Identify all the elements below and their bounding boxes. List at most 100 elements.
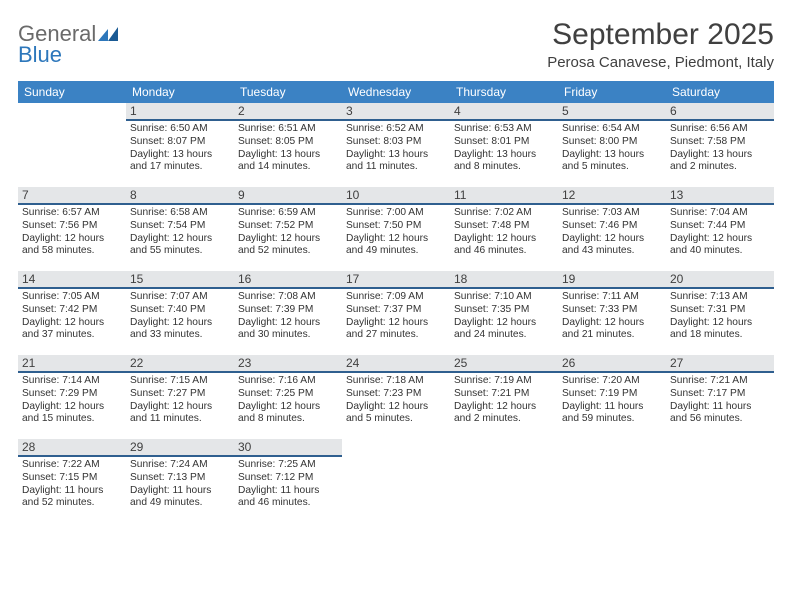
calendar-cell: 29Sunrise: 7:24 AMSunset: 7:13 PMDayligh… <box>126 439 234 523</box>
day-info: Sunrise: 7:13 AMSunset: 7:31 PMDaylight:… <box>666 289 774 342</box>
calendar-cell: 16Sunrise: 7:08 AMSunset: 7:39 PMDayligh… <box>234 271 342 355</box>
sunset-line: Sunset: 7:42 PM <box>22 304 122 317</box>
daylight-line: Daylight: 13 hours and 17 minutes. <box>130 149 230 175</box>
weekday-header: Saturday <box>666 81 774 103</box>
day-info: Sunrise: 6:50 AMSunset: 8:07 PMDaylight:… <box>126 121 234 174</box>
sunset-line: Sunset: 7:23 PM <box>346 388 446 401</box>
sunrise-line: Sunrise: 6:56 AM <box>670 123 770 136</box>
calendar-cell: 23Sunrise: 7:16 AMSunset: 7:25 PMDayligh… <box>234 355 342 439</box>
sunset-line: Sunset: 8:01 PM <box>454 136 554 149</box>
calendar-cell: 7Sunrise: 6:57 AMSunset: 7:56 PMDaylight… <box>18 187 126 271</box>
daylight-line: Daylight: 12 hours and 18 minutes. <box>670 317 770 343</box>
day-info: Sunrise: 7:21 AMSunset: 7:17 PMDaylight:… <box>666 373 774 426</box>
daylight-line: Daylight: 12 hours and 30 minutes. <box>238 317 338 343</box>
day-info: Sunrise: 6:58 AMSunset: 7:54 PMDaylight:… <box>126 205 234 258</box>
calendar-cell: 10Sunrise: 7:00 AMSunset: 7:50 PMDayligh… <box>342 187 450 271</box>
sunrise-line: Sunrise: 6:52 AM <box>346 123 446 136</box>
weekday-header: Tuesday <box>234 81 342 103</box>
day-info: Sunrise: 6:57 AMSunset: 7:56 PMDaylight:… <box>18 205 126 258</box>
sunset-line: Sunset: 7:15 PM <box>22 472 122 485</box>
daylight-line: Daylight: 12 hours and 43 minutes. <box>562 233 662 259</box>
day-number-bar: 25 <box>450 355 558 373</box>
day-number-bar: 30 <box>234 439 342 457</box>
day-info: Sunrise: 7:24 AMSunset: 7:13 PMDaylight:… <box>126 457 234 510</box>
calendar-cell: 20Sunrise: 7:13 AMSunset: 7:31 PMDayligh… <box>666 271 774 355</box>
weekday-header: Thursday <box>450 81 558 103</box>
day-info: Sunrise: 6:52 AMSunset: 8:03 PMDaylight:… <box>342 121 450 174</box>
calendar-cell <box>558 439 666 523</box>
daylight-line: Daylight: 11 hours and 52 minutes. <box>22 485 122 511</box>
daylight-line: Daylight: 12 hours and 33 minutes. <box>130 317 230 343</box>
calendar-cell: 21Sunrise: 7:14 AMSunset: 7:29 PMDayligh… <box>18 355 126 439</box>
weekday-header: Sunday <box>18 81 126 103</box>
day-info: Sunrise: 6:56 AMSunset: 7:58 PMDaylight:… <box>666 121 774 174</box>
calendar-cell: 24Sunrise: 7:18 AMSunset: 7:23 PMDayligh… <box>342 355 450 439</box>
day-info: Sunrise: 7:19 AMSunset: 7:21 PMDaylight:… <box>450 373 558 426</box>
calendar-cell: 4Sunrise: 6:53 AMSunset: 8:01 PMDaylight… <box>450 103 558 187</box>
day-info: Sunrise: 7:00 AMSunset: 7:50 PMDaylight:… <box>342 205 450 258</box>
sunset-line: Sunset: 7:27 PM <box>130 388 230 401</box>
weekday-header: Friday <box>558 81 666 103</box>
sunrise-line: Sunrise: 7:24 AM <box>130 459 230 472</box>
calendar-table: SundayMondayTuesdayWednesdayThursdayFrid… <box>18 81 774 523</box>
sunset-line: Sunset: 7:35 PM <box>454 304 554 317</box>
sunrise-line: Sunrise: 7:25 AM <box>238 459 338 472</box>
month-title: September 2025 <box>547 18 774 52</box>
sunrise-line: Sunrise: 7:00 AM <box>346 207 446 220</box>
empty-day <box>450 439 558 441</box>
daylight-line: Daylight: 12 hours and 58 minutes. <box>22 233 122 259</box>
sunrise-line: Sunrise: 7:20 AM <box>562 375 662 388</box>
calendar-cell: 11Sunrise: 7:02 AMSunset: 7:48 PMDayligh… <box>450 187 558 271</box>
daylight-line: Daylight: 11 hours and 56 minutes. <box>670 401 770 427</box>
calendar-cell: 19Sunrise: 7:11 AMSunset: 7:33 PMDayligh… <box>558 271 666 355</box>
day-number-bar: 8 <box>126 187 234 205</box>
title-block: September 2025 Perosa Canavese, Piedmont… <box>547 18 774 71</box>
day-number-bar: 23 <box>234 355 342 373</box>
calendar-cell: 25Sunrise: 7:19 AMSunset: 7:21 PMDayligh… <box>450 355 558 439</box>
sunrise-line: Sunrise: 7:07 AM <box>130 291 230 304</box>
sunrise-line: Sunrise: 7:14 AM <box>22 375 122 388</box>
calendar-head: SundayMondayTuesdayWednesdayThursdayFrid… <box>18 81 774 103</box>
weekday-header: Wednesday <box>342 81 450 103</box>
calendar-cell: 2Sunrise: 6:51 AMSunset: 8:05 PMDaylight… <box>234 103 342 187</box>
day-info: Sunrise: 6:54 AMSunset: 8:00 PMDaylight:… <box>558 121 666 174</box>
day-number-bar: 2 <box>234 103 342 121</box>
calendar-cell: 1Sunrise: 6:50 AMSunset: 8:07 PMDaylight… <box>126 103 234 187</box>
day-info: Sunrise: 7:20 AMSunset: 7:19 PMDaylight:… <box>558 373 666 426</box>
sunrise-line: Sunrise: 7:13 AM <box>670 291 770 304</box>
sunset-line: Sunset: 7:13 PM <box>130 472 230 485</box>
sunset-line: Sunset: 7:46 PM <box>562 220 662 233</box>
header: General Blue September 2025 Perosa Canav… <box>18 18 774 71</box>
day-info: Sunrise: 7:02 AMSunset: 7:48 PMDaylight:… <box>450 205 558 258</box>
day-number-bar: 17 <box>342 271 450 289</box>
day-number-bar: 6 <box>666 103 774 121</box>
daylight-line: Daylight: 12 hours and 40 minutes. <box>670 233 770 259</box>
day-info: Sunrise: 7:18 AMSunset: 7:23 PMDaylight:… <box>342 373 450 426</box>
calendar-cell <box>666 439 774 523</box>
sunrise-line: Sunrise: 7:08 AM <box>238 291 338 304</box>
daylight-line: Daylight: 13 hours and 11 minutes. <box>346 149 446 175</box>
sunset-line: Sunset: 8:07 PM <box>130 136 230 149</box>
calendar-row: 7Sunrise: 6:57 AMSunset: 7:56 PMDaylight… <box>18 187 774 271</box>
calendar-cell: 14Sunrise: 7:05 AMSunset: 7:42 PMDayligh… <box>18 271 126 355</box>
day-info: Sunrise: 7:03 AMSunset: 7:46 PMDaylight:… <box>558 205 666 258</box>
sunset-line: Sunset: 7:25 PM <box>238 388 338 401</box>
day-info: Sunrise: 7:11 AMSunset: 7:33 PMDaylight:… <box>558 289 666 342</box>
calendar-cell: 12Sunrise: 7:03 AMSunset: 7:46 PMDayligh… <box>558 187 666 271</box>
daylight-line: Daylight: 11 hours and 46 minutes. <box>238 485 338 511</box>
day-number-bar: 21 <box>18 355 126 373</box>
sunrise-line: Sunrise: 7:18 AM <box>346 375 446 388</box>
day-number-bar: 4 <box>450 103 558 121</box>
sunrise-line: Sunrise: 6:54 AM <box>562 123 662 136</box>
calendar-body: 1Sunrise: 6:50 AMSunset: 8:07 PMDaylight… <box>18 103 774 523</box>
daylight-line: Daylight: 13 hours and 5 minutes. <box>562 149 662 175</box>
day-number-bar: 14 <box>18 271 126 289</box>
sunset-line: Sunset: 7:50 PM <box>346 220 446 233</box>
day-number-bar: 11 <box>450 187 558 205</box>
daylight-line: Daylight: 13 hours and 14 minutes. <box>238 149 338 175</box>
day-info: Sunrise: 7:22 AMSunset: 7:15 PMDaylight:… <box>18 457 126 510</box>
day-number-bar: 20 <box>666 271 774 289</box>
day-number-bar: 15 <box>126 271 234 289</box>
calendar-cell <box>450 439 558 523</box>
calendar-cell: 26Sunrise: 7:20 AMSunset: 7:19 PMDayligh… <box>558 355 666 439</box>
